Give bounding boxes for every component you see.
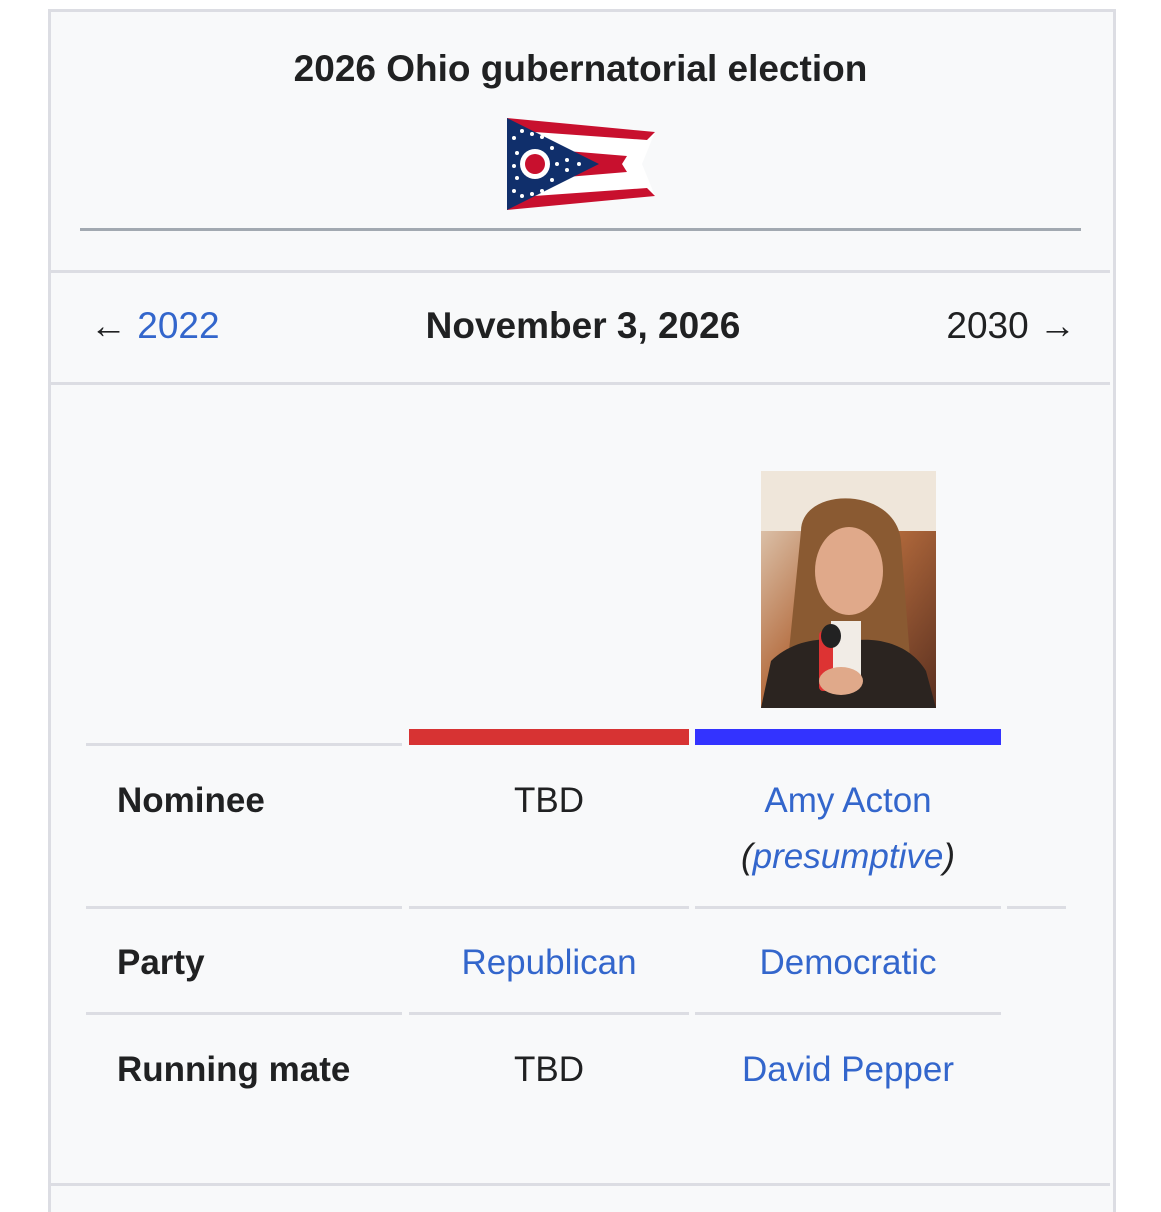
paren-close: ) xyxy=(943,837,955,876)
paren-open: ( xyxy=(741,837,753,876)
democratic-running-mate-link[interactable]: David Pepper xyxy=(741,1050,955,1089)
republican-running-mate: TBD xyxy=(514,1050,584,1089)
election-date: November 3, 2026 xyxy=(425,305,741,346)
next-election-link[interactable]: 2030 → xyxy=(946,305,1076,347)
row-label-nominee: Nominee xyxy=(117,781,265,820)
row-divider xyxy=(695,906,1001,909)
presumptive-link[interactable]: presumptive xyxy=(752,837,944,876)
previous-election-link[interactable]: ← 2022 xyxy=(90,305,220,347)
row-divider xyxy=(86,906,402,909)
republican-nominee: TBD xyxy=(514,781,584,820)
divider xyxy=(51,270,1110,273)
nominee-status: (presumptive) xyxy=(695,837,1001,877)
row-divider xyxy=(86,743,402,746)
candidate-photo-amy-acton[interactable] xyxy=(761,471,936,708)
previous-year[interactable]: 2022 xyxy=(137,305,220,346)
divider xyxy=(51,1183,1110,1186)
row-divider xyxy=(409,1012,689,1015)
row-divider xyxy=(409,906,689,909)
divider xyxy=(51,382,1110,385)
next-year[interactable]: 2030 xyxy=(946,305,1029,346)
row-divider xyxy=(86,1012,402,1015)
row-divider xyxy=(1007,906,1066,909)
arrow-right-icon: → xyxy=(1039,305,1076,346)
infobox xyxy=(48,9,1116,1212)
ohio-flag-icon xyxy=(507,118,655,210)
democratic-nominee-link[interactable]: Amy Acton xyxy=(764,781,932,820)
row-label-party: Party xyxy=(117,943,205,982)
title-divider xyxy=(80,228,1081,231)
row-label-running-mate: Running mate xyxy=(117,1050,351,1089)
row-divider xyxy=(695,1012,1001,1015)
infobox-title: 2026 Ohio gubernatorial election xyxy=(293,48,868,89)
republican-color-bar xyxy=(409,729,689,745)
arrow-left-icon: ← xyxy=(90,305,127,346)
democratic-party-link[interactable]: Democratic xyxy=(759,943,937,982)
republican-party-link[interactable]: Republican xyxy=(461,943,637,982)
democratic-color-bar xyxy=(695,729,1001,745)
